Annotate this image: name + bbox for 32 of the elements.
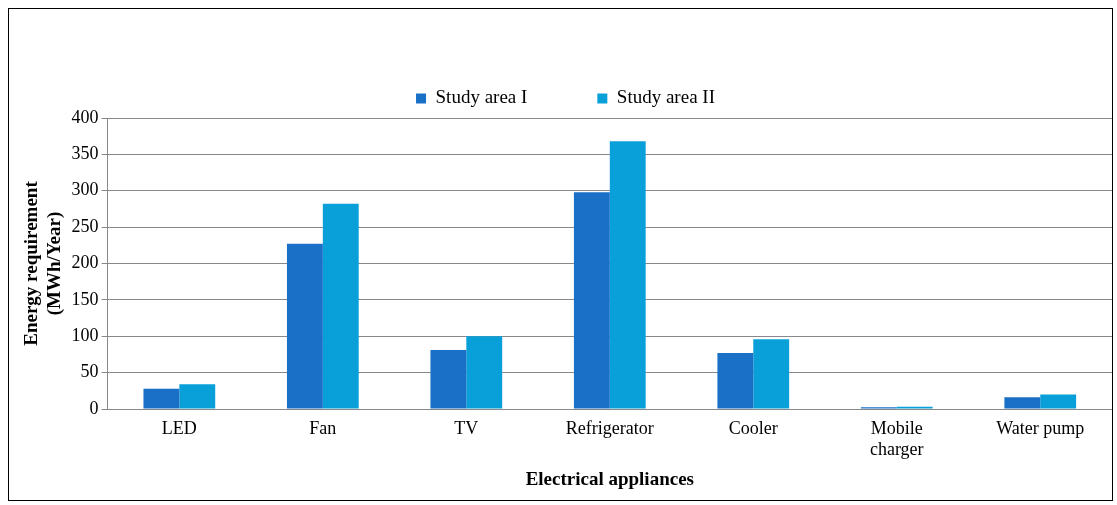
bar (573, 192, 610, 409)
y-tick-label: 250 (71, 215, 99, 236)
bar (1040, 394, 1077, 409)
bar (1004, 397, 1041, 409)
y-tick-label: 350 (71, 143, 99, 164)
x-tick-label: Refrigerator (565, 417, 654, 438)
y-tick-label: 0 (89, 397, 99, 418)
bar (322, 203, 359, 409)
x-axis-title: Electrical appliances (525, 467, 694, 489)
y-tick-label: 100 (71, 324, 99, 345)
x-tick-label: TV (454, 417, 479, 438)
bar (286, 243, 323, 409)
y-tick-label: 200 (71, 252, 99, 273)
x-tick-label: Mobile charger (869, 417, 924, 460)
x-tick-label: LED (161, 417, 197, 438)
y-tick-label: 400 (71, 106, 99, 127)
y-tick-label: 150 (71, 288, 99, 309)
bar (753, 339, 790, 409)
legend-label: Study area II (616, 86, 715, 108)
bar (717, 352, 754, 409)
x-tick-label: Fan (309, 417, 337, 438)
bar (466, 336, 503, 409)
bar (430, 350, 467, 409)
y-tick-label: 50 (80, 361, 99, 382)
y-axis-title: Energy requirement (MWh/Year) (20, 180, 66, 346)
bar (143, 388, 180, 409)
x-tick-label: Water pump (996, 417, 1085, 438)
bar (609, 141, 646, 409)
bar (179, 384, 216, 409)
y-tick-label: 300 (71, 179, 99, 200)
x-tick-label: Cooler (728, 417, 778, 438)
legend-label: Study area I (435, 86, 528, 108)
